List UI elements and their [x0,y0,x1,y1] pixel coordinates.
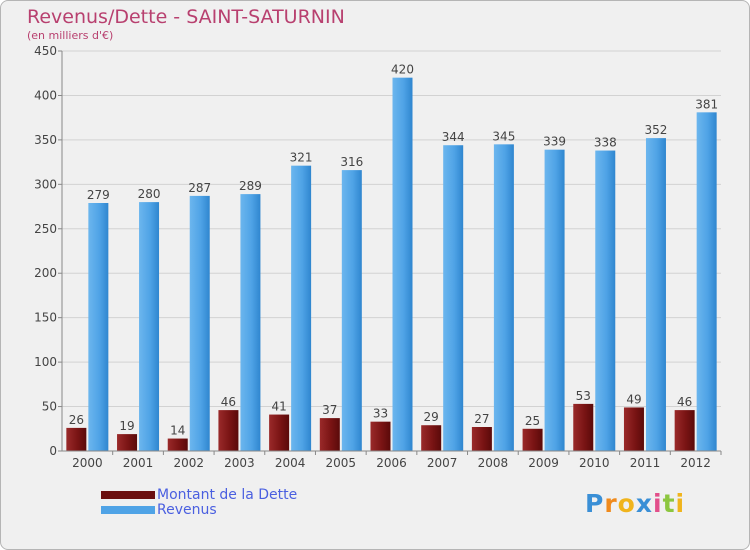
logo-letter: P [585,489,605,518]
data-label-dette: 37 [322,403,337,417]
logo-letter: o [617,489,636,518]
legend-label-dette: Montant de la Dette [157,486,298,503]
data-label-dette: 41 [271,400,286,414]
data-label-dette: 14 [170,424,185,438]
x-tick-label: 2006 [376,456,407,470]
data-label-revenus: 280 [138,187,161,201]
data-label-dette: 19 [119,419,134,433]
y-tick-label: 300 [34,177,57,191]
bar-dette [573,403,594,451]
y-tick-label: 100 [34,355,57,369]
bar-dette [218,410,239,451]
bar-dette [370,421,391,451]
bar-revenus [595,150,616,452]
bar-revenus [189,195,210,451]
chart-subtitle: (en milliers d'€) [27,29,114,42]
x-tick-label: 2001 [123,456,154,470]
y-tick-label: 0 [49,444,57,458]
data-label-revenus: 321 [290,151,313,165]
bar-dette [167,438,188,451]
bar-dette [522,428,543,451]
data-label-dette: 25 [525,414,540,428]
data-label-dette: 29 [424,410,439,424]
x-tick-label: 2012 [680,456,711,470]
data-label-dette: 46 [221,395,236,409]
data-label-revenus: 381 [695,97,718,111]
bar-dette [66,427,87,451]
x-tick-label: 2002 [173,456,204,470]
data-label-revenus: 338 [594,136,617,150]
data-label-revenus: 279 [87,188,110,202]
legend-swatch-dette [101,490,155,499]
y-tick-label: 400 [34,88,57,102]
y-tick-label: 50 [42,400,57,414]
bar-revenus [696,112,717,451]
bar-dette [319,418,340,451]
bar-revenus [139,202,160,451]
x-tick-label: 2011 [630,456,661,470]
data-label-dette: 26 [69,413,84,427]
x-tick-label: 2009 [528,456,559,470]
data-label-dette: 27 [474,412,489,426]
logo-letter: i [675,489,686,518]
legend-item-dette: Montant de la Dette [101,486,298,503]
data-label-revenus: 345 [492,129,515,143]
bar-revenus [341,170,362,451]
data-label-dette: 33 [373,407,388,421]
data-label-dette: 46 [677,395,692,409]
y-tick-label: 450 [34,44,57,58]
bar-revenus [544,149,565,451]
logo-letter: i [653,489,663,518]
data-label-revenus: 339 [543,135,566,149]
bar-revenus [645,138,666,451]
x-tick-label: 2004 [275,456,306,470]
x-tick-label: 2010 [579,456,610,470]
bar-dette [421,425,442,451]
chart-legend: Montant de la Dette Revenus [101,486,298,518]
x-tick-label: 2005 [326,456,357,470]
bar-revenus [291,165,312,451]
bar-dette [471,427,492,451]
bar-revenus [88,203,109,451]
bar-dette [623,407,644,451]
y-tick-label: 250 [34,222,57,236]
y-tick-label: 150 [34,311,57,325]
data-label-revenus: 316 [340,155,363,169]
bar-revenus [443,145,464,451]
data-label-revenus: 352 [645,123,668,137]
bar-revenus [493,144,514,452]
logo-letter: r [604,489,618,518]
data-label-dette: 49 [626,392,641,406]
legend-swatch-revenus [101,505,155,514]
bar-dette [269,414,290,451]
logo-letter: t [662,489,676,518]
legend-item-revenus: Revenus [101,501,297,518]
proxiti-logo: Proxiti [585,489,685,518]
chart-title: Revenus/Dette - SAINT-SATURNIN [27,6,345,28]
y-tick-label: 200 [34,266,57,280]
data-label-revenus: 289 [239,179,262,193]
bar-revenus [240,194,261,451]
legend-label-revenus: Revenus [157,501,217,518]
data-label-revenus: 287 [188,181,211,195]
x-tick-label: 2003 [224,456,255,470]
data-label-revenus: 420 [391,63,414,77]
x-tick-label: 2007 [427,456,458,470]
data-label-dette: 53 [576,389,591,403]
x-tick-label: 2008 [478,456,509,470]
bar-dette [117,434,138,451]
data-label-revenus: 344 [442,130,465,144]
x-tick-label: 2000 [72,456,103,470]
bar-revenus [392,77,413,452]
logo-letter: x [635,489,653,518]
bar-dette [674,410,695,451]
y-tick-label: 350 [34,133,57,147]
